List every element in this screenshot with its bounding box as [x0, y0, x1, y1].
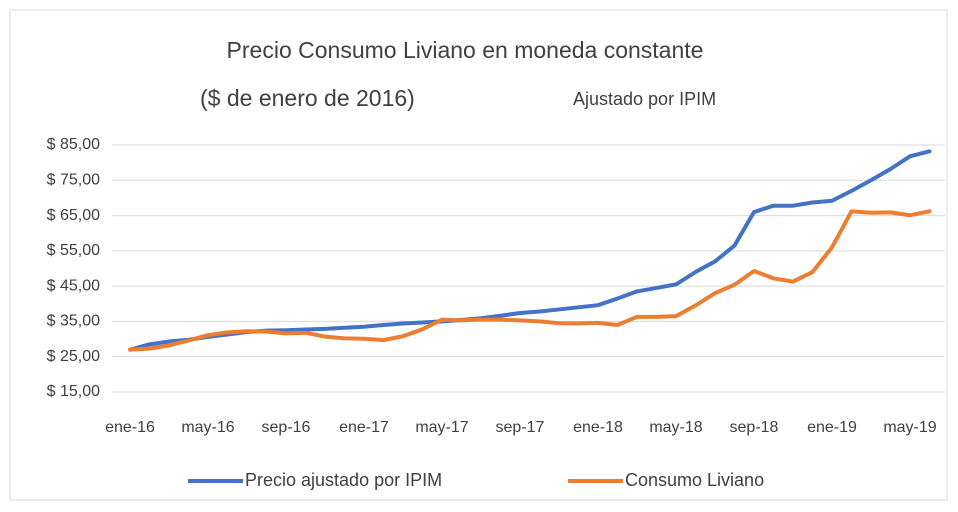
x-tick-label: ene-17	[339, 419, 389, 436]
x-tick-label: ene-16	[105, 419, 155, 436]
x-tick-label: ene-18	[573, 419, 623, 436]
x-tick-label: ene-19	[807, 419, 857, 436]
chart-frame	[9, 9, 948, 501]
x-tick-label: sep-18	[730, 419, 779, 436]
y-tick-label: $ 55,00	[47, 242, 100, 259]
x-tick-label: may-19	[883, 419, 936, 436]
y-tick-label: $ 45,00	[47, 277, 100, 294]
x-tick-label: sep-17	[496, 419, 545, 436]
x-tick-label: may-18	[649, 419, 702, 436]
annotation: Ajustado por IPIM	[573, 89, 716, 109]
line-series	[128, 209, 932, 352]
y-tick-label: $ 75,00	[47, 172, 100, 189]
x-tick-label: may-16	[181, 419, 234, 436]
y-tick-label: $ 35,00	[47, 313, 100, 330]
chart-title: Precio Consumo Liviano en moneda constan…	[227, 37, 704, 63]
x-tick-label: may-17	[415, 419, 468, 436]
chart-subtitle: ($ de enero de 2016)	[200, 85, 415, 111]
y-tick-label: $ 25,00	[47, 348, 100, 365]
y-tick-label: $ 85,00	[47, 136, 100, 153]
y-tick-label: $ 65,00	[47, 207, 100, 224]
legend-label: Consumo Liviano	[625, 470, 764, 490]
x-tick-label: sep-16	[262, 419, 311, 436]
legend-label: Precio ajustado por IPIM	[245, 470, 442, 490]
y-tick-label: $ 15,00	[47, 383, 100, 400]
